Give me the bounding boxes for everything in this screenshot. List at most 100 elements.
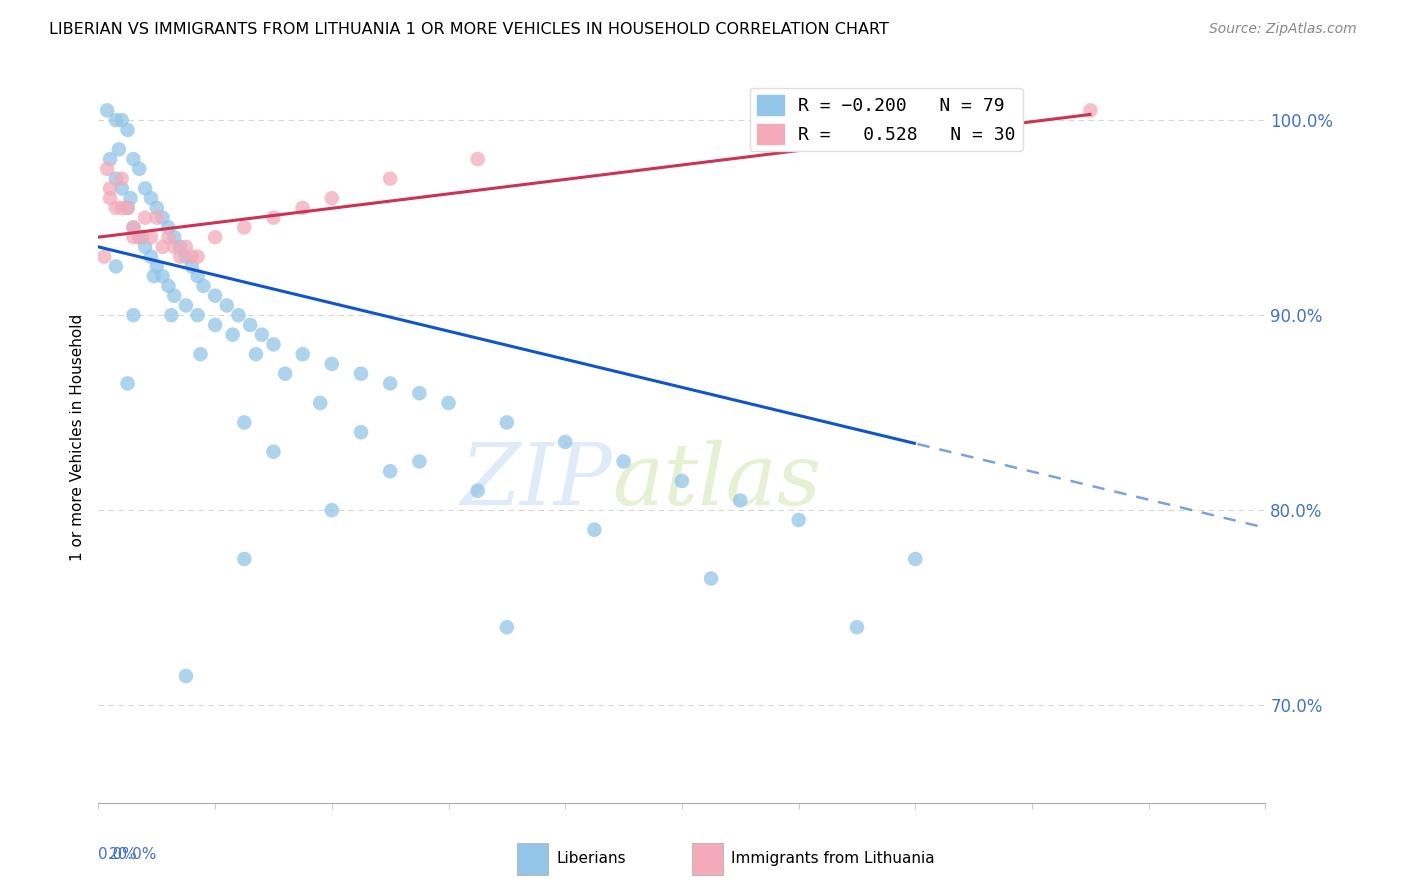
Point — [467, 152, 489, 166]
Text: 20.0%: 20.0% — [108, 847, 157, 862]
Point — [98, 181, 121, 195]
Point — [187, 250, 209, 264]
Text: ZIP: ZIP — [460, 440, 612, 523]
Point — [111, 171, 134, 186]
Point — [122, 220, 145, 235]
Y-axis label: 1 or more Vehicles in Household: 1 or more Vehicles in Household — [69, 313, 84, 561]
Point — [174, 298, 197, 312]
Point — [104, 260, 127, 274]
Point — [160, 308, 183, 322]
Point — [904, 552, 927, 566]
Point — [350, 367, 373, 381]
Point — [321, 503, 343, 517]
Point — [309, 396, 332, 410]
Point — [117, 201, 139, 215]
Point — [157, 279, 180, 293]
Point — [700, 572, 723, 586]
Point — [120, 191, 142, 205]
Point — [239, 318, 262, 332]
Point — [321, 191, 343, 205]
Point — [142, 269, 165, 284]
Point — [98, 152, 121, 166]
FancyBboxPatch shape — [692, 843, 723, 875]
Point — [204, 230, 226, 244]
Text: Source: ZipAtlas.com: Source: ZipAtlas.com — [1209, 22, 1357, 37]
Point — [122, 308, 145, 322]
Point — [291, 201, 314, 215]
Point — [163, 240, 186, 254]
Point — [380, 376, 402, 391]
Point — [122, 220, 145, 235]
Point — [139, 191, 162, 205]
Point — [152, 211, 174, 225]
Point — [128, 230, 150, 244]
Point — [408, 386, 430, 401]
Point — [496, 416, 519, 430]
Point — [846, 620, 869, 634]
Point — [467, 483, 489, 498]
Point — [193, 279, 215, 293]
Point — [204, 318, 226, 332]
Point — [180, 250, 202, 264]
Point — [380, 171, 402, 186]
Point — [221, 327, 243, 342]
Point — [104, 201, 127, 215]
Point — [180, 260, 202, 274]
Point — [152, 240, 174, 254]
Point — [437, 396, 460, 410]
Point — [187, 269, 209, 284]
Point — [146, 211, 169, 225]
Point — [174, 669, 197, 683]
Point — [291, 347, 314, 361]
Point — [583, 523, 606, 537]
Point — [111, 201, 134, 215]
Point — [134, 181, 156, 195]
Point — [131, 230, 153, 244]
Text: Liberians: Liberians — [557, 851, 627, 866]
Point — [321, 357, 343, 371]
Point — [163, 230, 186, 244]
Point — [1080, 103, 1102, 118]
Point — [190, 347, 212, 361]
Point — [146, 201, 169, 215]
Point — [174, 240, 197, 254]
Point — [245, 347, 267, 361]
Point — [104, 171, 127, 186]
Point — [613, 454, 636, 468]
Point — [169, 240, 191, 254]
Point — [730, 493, 752, 508]
Point — [263, 444, 285, 458]
Point — [380, 464, 402, 478]
Point — [204, 288, 226, 302]
Point — [233, 416, 256, 430]
Point — [134, 211, 156, 225]
Point — [157, 230, 180, 244]
Point — [139, 250, 162, 264]
Text: 0.0%: 0.0% — [98, 847, 138, 862]
Point — [98, 191, 121, 205]
Point — [554, 434, 576, 449]
Point — [108, 142, 131, 156]
Point — [96, 161, 118, 176]
Point — [350, 425, 373, 440]
Point — [174, 250, 197, 264]
Point — [96, 103, 118, 118]
Point — [163, 288, 186, 302]
Point — [117, 201, 139, 215]
Point — [134, 240, 156, 254]
Text: Immigrants from Lithuania: Immigrants from Lithuania — [731, 851, 935, 866]
Point — [187, 308, 209, 322]
Point — [233, 220, 256, 235]
Point — [117, 376, 139, 391]
Text: LIBERIAN VS IMMIGRANTS FROM LITHUANIA 1 OR MORE VEHICLES IN HOUSEHOLD CORRELATIO: LIBERIAN VS IMMIGRANTS FROM LITHUANIA 1 … — [49, 22, 889, 37]
Point — [93, 250, 115, 264]
Point — [111, 113, 134, 128]
Point — [152, 269, 174, 284]
Point — [128, 230, 150, 244]
Point — [104, 113, 127, 128]
Point — [228, 308, 250, 322]
Point — [263, 211, 285, 225]
Point — [146, 260, 169, 274]
Point — [233, 552, 256, 566]
Point — [787, 103, 810, 118]
